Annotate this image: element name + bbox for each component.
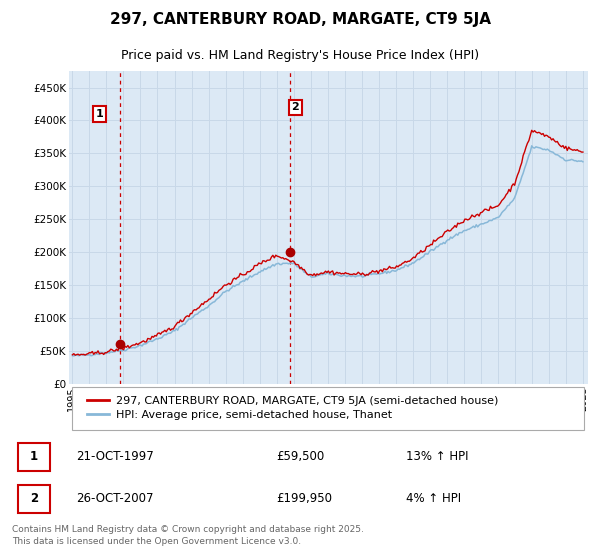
Text: 4% ↑ HPI: 4% ↑ HPI — [406, 492, 461, 506]
Text: £199,950: £199,950 — [277, 492, 332, 506]
Text: Contains HM Land Registry data © Crown copyright and database right 2025.
This d: Contains HM Land Registry data © Crown c… — [12, 525, 364, 546]
Bar — [18, 486, 50, 512]
Bar — [18, 444, 50, 470]
Text: Price paid vs. HM Land Registry's House Price Index (HPI): Price paid vs. HM Land Registry's House … — [121, 49, 479, 62]
Text: 297, CANTERBURY ROAD, MARGATE, CT9 5JA: 297, CANTERBURY ROAD, MARGATE, CT9 5JA — [110, 12, 491, 27]
Text: 1: 1 — [96, 109, 104, 119]
Text: 13% ↑ HPI: 13% ↑ HPI — [406, 450, 469, 464]
Text: 1: 1 — [30, 450, 38, 464]
Text: 21-OCT-1997: 21-OCT-1997 — [77, 450, 154, 464]
Text: 2: 2 — [292, 102, 299, 113]
FancyBboxPatch shape — [71, 387, 584, 430]
Text: £59,500: £59,500 — [277, 450, 325, 464]
Text: 26-OCT-2007: 26-OCT-2007 — [77, 492, 154, 506]
Text: 2: 2 — [30, 492, 38, 506]
Legend: 297, CANTERBURY ROAD, MARGATE, CT9 5JA (semi-detached house), HPI: Average price: 297, CANTERBURY ROAD, MARGATE, CT9 5JA (… — [82, 391, 502, 424]
